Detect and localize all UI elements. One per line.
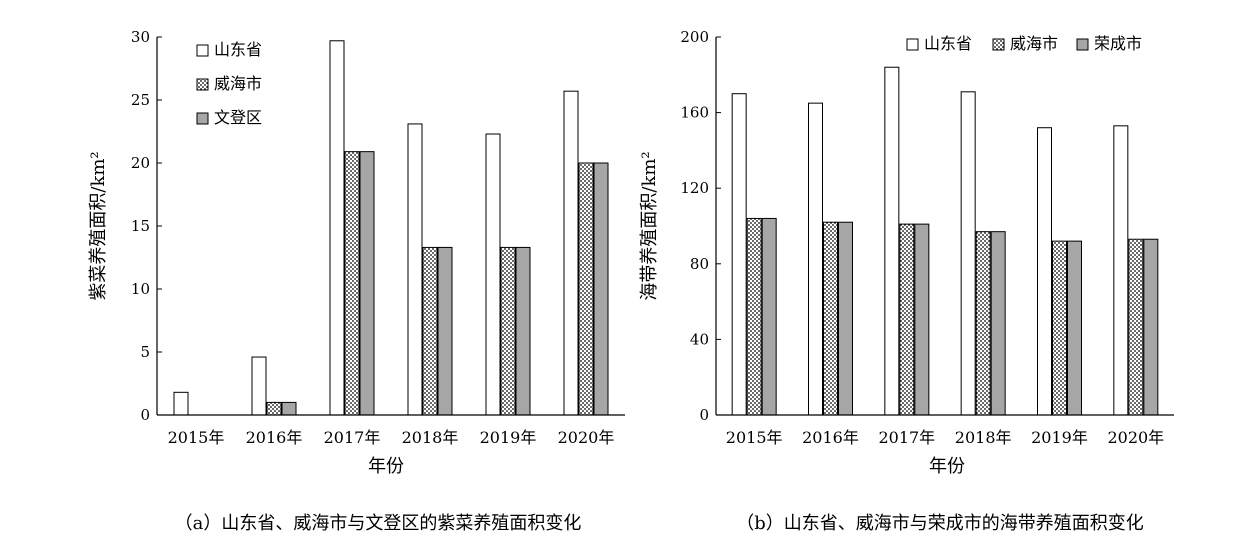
- chart-b-y-tick-label: 80: [690, 255, 709, 273]
- chart-b-y-tick-label: 40: [690, 330, 709, 348]
- chart-a-legend-label: 威海市: [214, 74, 262, 93]
- chart-b-bar: [884, 66, 900, 416]
- chart-b-bar: [1067, 240, 1082, 416]
- chart-a-legend-swatch: [196, 78, 209, 91]
- chart-b-bar: [960, 91, 976, 416]
- chart-b-y-axis-title: 海带养殖面积/km²: [638, 151, 660, 300]
- chart-b-y-tick-label: 160: [680, 104, 709, 122]
- chart-a-bar: [359, 151, 375, 416]
- chart-a-bar: [422, 246, 438, 416]
- chart-a-x-tick-label: 2019年: [480, 428, 537, 447]
- chart-a-bar: [407, 123, 423, 416]
- chart-a-bar: [485, 133, 501, 416]
- chart-a-y-tick-label: 5: [140, 343, 150, 361]
- chart-b-bar: [1128, 238, 1144, 416]
- chart-b-bar: [975, 231, 991, 416]
- chart-a-y-tick-label: 30: [131, 28, 150, 46]
- chart-b: 0 40 80 120 160 200 2015年 2016年 2017年 2018年 2019年 2…: [638, 28, 1174, 534]
- chart-b-legend-label: 荣成市: [1094, 34, 1142, 53]
- chart-b-x-tick-label: 2019年: [1031, 428, 1088, 447]
- chart-b-x-axis-title: 年份: [929, 456, 965, 477]
- chart-b-x-tick-label: 2016年: [802, 428, 859, 447]
- chart-b-bar: [838, 221, 853, 416]
- chart-a-x-tick-label: 2017年: [324, 428, 381, 447]
- chart-a-bar: [329, 40, 345, 416]
- chart-a-bar: [578, 162, 594, 416]
- chart-a-legend-swatch: [196, 44, 209, 57]
- chart-b-bar: [990, 231, 1006, 416]
- chart-a-y-tick-label: 25: [131, 91, 150, 109]
- chart-a-legend-swatch: [196, 112, 209, 125]
- chart-b-bar: [1143, 238, 1159, 416]
- chart-b-x-tick-label: 2017年: [878, 428, 935, 447]
- chart-a-bar: [173, 391, 189, 416]
- chart-b-legend-swatch: [1076, 38, 1089, 51]
- chart-a-bar: [281, 401, 297, 416]
- chart-b-legend-label: 威海市: [1010, 34, 1058, 53]
- chart-b-bar: [746, 217, 762, 416]
- chart-a-x-tick-label: 2015年: [168, 428, 225, 447]
- chart-b-bar: [761, 217, 777, 416]
- chart-b-bar: [808, 102, 823, 416]
- chart-a-bar: [515, 246, 531, 416]
- chart-a-caption: （a）山东省、威海市与文登区的紫菜养殖面积变化: [175, 512, 582, 534]
- chart-a-bar: [344, 151, 360, 416]
- chart-b-legend-swatch: [992, 38, 1005, 51]
- chart-a-legend-label: 文登区: [214, 108, 262, 127]
- chart-a-bar: [500, 246, 516, 416]
- chart-a-x-tick-label: 2016年: [246, 428, 303, 447]
- chart-b-bar: [1037, 127, 1052, 416]
- chart-a-x-tick-label: 2020年: [558, 428, 615, 447]
- chart-b-x-tick-label: 2015年: [726, 428, 783, 447]
- chart-a-x-tick-label: 2018年: [402, 428, 459, 447]
- chart-a-bar: [437, 246, 453, 416]
- chart-b-caption: （b）山东省、威海市与荣成市的海带养殖面积变化: [736, 512, 1144, 534]
- chart-b-legend: 山东省 威海市 荣成市: [906, 34, 1142, 53]
- chart-a-legend-label: 山东省: [214, 40, 262, 59]
- chart-a-bar: [593, 162, 609, 416]
- chart-b-bar: [1113, 125, 1129, 416]
- chart-a-y-axis-title: 紫菜养殖面积/km²: [87, 151, 109, 300]
- chart-b-x-tick-label: 2020年: [1107, 428, 1164, 447]
- chart-a-x-axis-title: 年份: [368, 456, 404, 477]
- chart-a-y-tick-label: 20: [131, 154, 150, 172]
- chart-b-y-tick-label: 0: [699, 406, 709, 424]
- chart-a-bar: [266, 401, 282, 416]
- chart-b-y-tick-label: 200: [680, 28, 709, 46]
- chart-b-y-tick-label: 120: [680, 179, 709, 197]
- chart-a-y-tick-label: 15: [131, 217, 150, 235]
- chart-b-bar: [823, 221, 838, 416]
- chart-b-legend-swatch: [906, 38, 919, 51]
- chart-b-marks: 0 40 80 120 160 200 2015年 2016年 2017年 2018年 2019年 2…: [680, 28, 1174, 447]
- chart-b-bar: [914, 223, 930, 416]
- chart-a-bar: [251, 356, 267, 416]
- chart-b-bar: [731, 93, 747, 416]
- chart-b-bar: [1052, 240, 1067, 416]
- chart-a-y-tick-label: 10: [131, 280, 150, 298]
- chart-b-bar: [899, 223, 915, 416]
- chart-a-bar: [563, 90, 579, 416]
- chart-a-marks: 0 5 10 15 20 25 30 2015年 2016年 2017年 2018年 2019年 202…: [131, 28, 625, 447]
- chart-b-x-tick-label: 2018年: [955, 428, 1012, 447]
- chart-a-y-tick-label: 0: [140, 406, 150, 424]
- chart-a: 0 5 10 15 20 25 30 2015年 2016年 2017年 2018年 2019年 202…: [87, 28, 625, 534]
- chart-b-legend-label: 山东省: [924, 34, 972, 53]
